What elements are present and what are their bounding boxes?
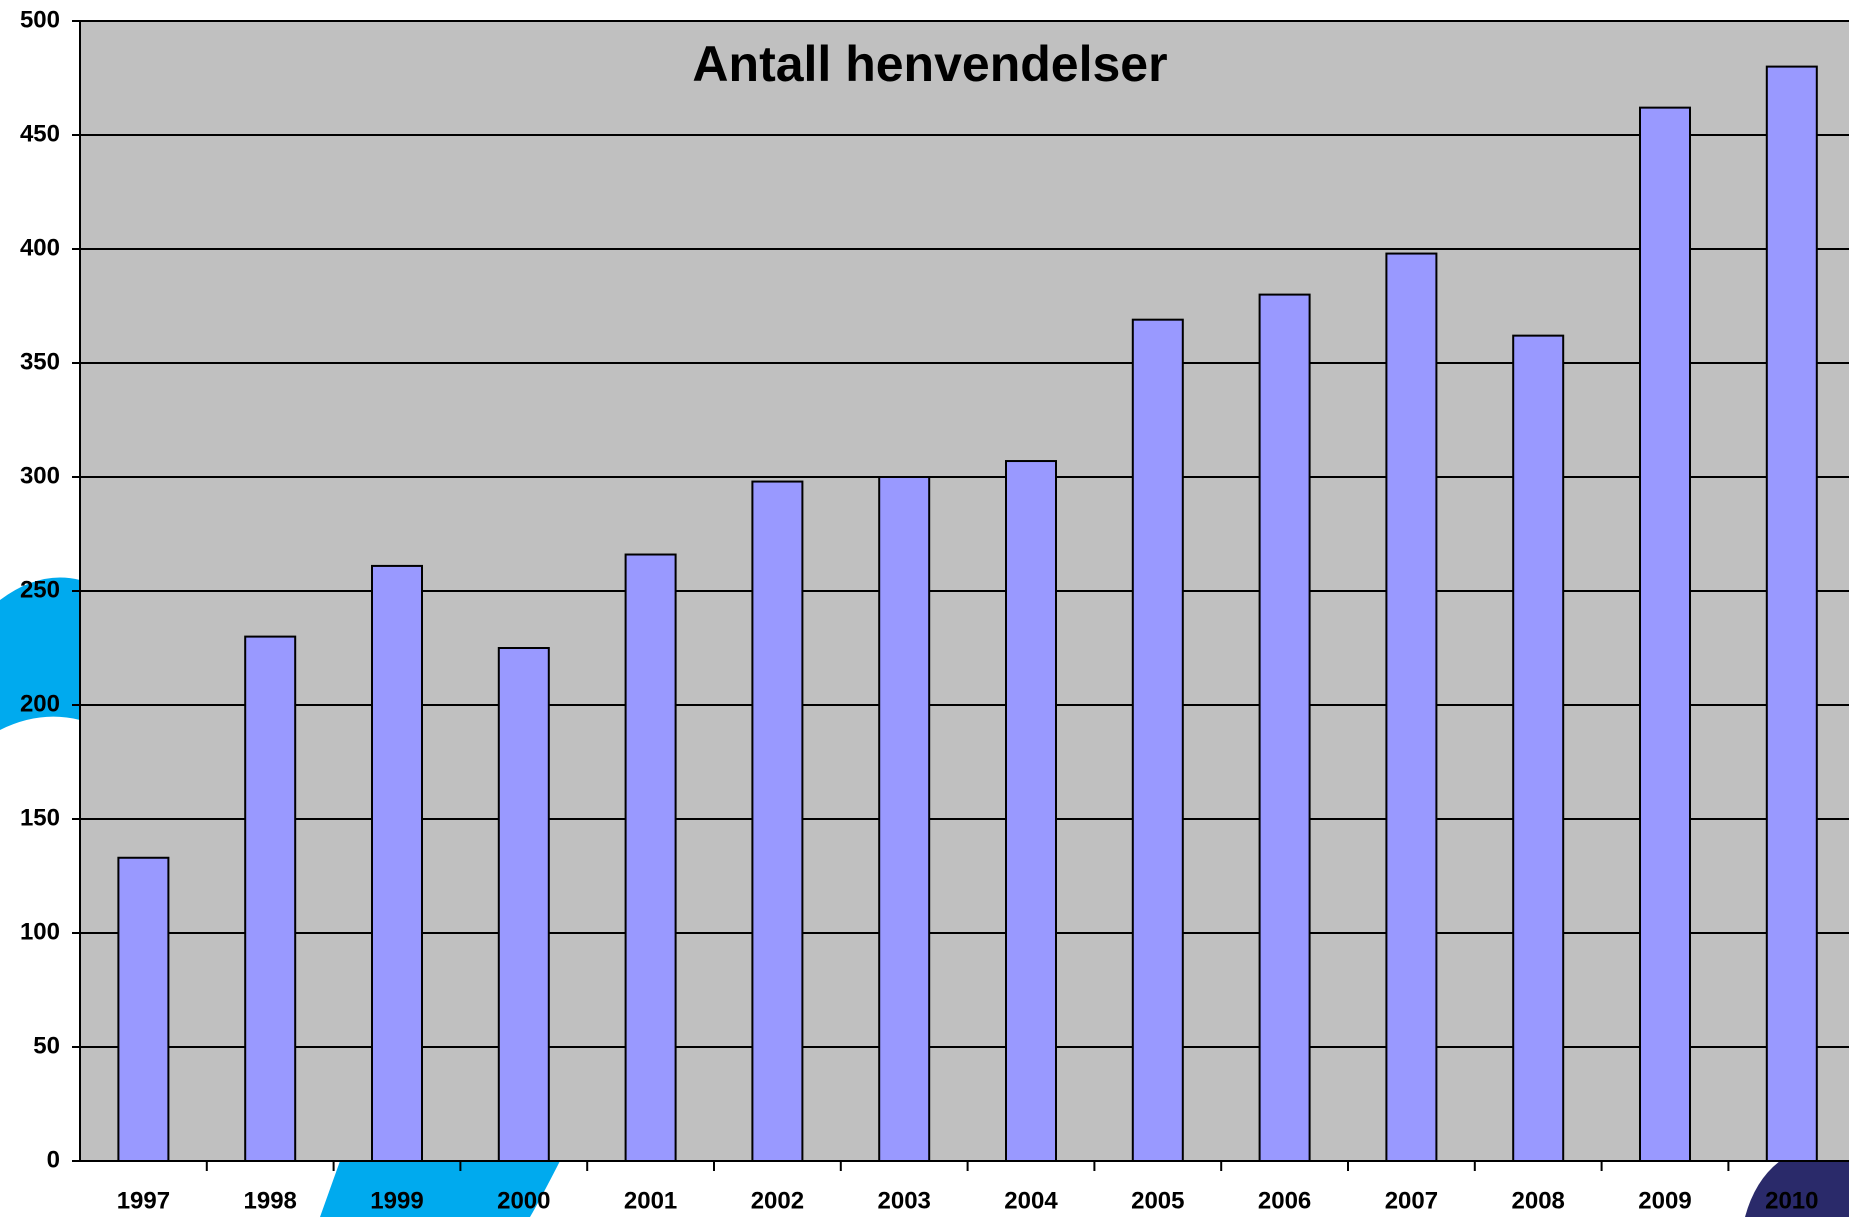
y-tick-label: 100 [20,918,60,945]
y-tick-label: 200 [20,690,60,717]
chart-title: Antall henvendelser [692,36,1167,92]
bar [1513,336,1563,1161]
y-tick-label: 150 [20,804,60,831]
bar [1767,67,1817,1161]
x-tick-label: 2008 [1512,1187,1565,1214]
bar [118,858,168,1161]
y-tick-label: 0 [47,1146,60,1173]
x-tick-label: 2003 [878,1187,931,1214]
x-tick-label: 1999 [370,1187,423,1214]
chart: 0 50 100 150 200 250 300 350 400 450 500 1997 1998 19… [0,0,1849,1217]
x-tick-label: 1997 [117,1187,170,1214]
y-tick-label: 500 [20,6,60,33]
bar [372,566,422,1161]
x-tick-label: 2000 [497,1187,550,1214]
y-tick-label: 350 [20,348,60,375]
y-tick-label: 50 [33,1032,60,1059]
x-tick-label: 2007 [1385,1187,1438,1214]
x-tick-label: 2006 [1258,1187,1311,1214]
bar [499,648,549,1161]
bar [1260,295,1310,1161]
y-tick-label: 400 [20,234,60,261]
bar [752,482,802,1161]
x-tick-label: 2001 [624,1187,677,1214]
bar [626,555,676,1161]
x-tick-label: 2004 [1004,1187,1058,1214]
y-tick-label: 450 [20,120,60,147]
bar [1640,108,1690,1161]
y-tick-label: 250 [20,576,60,603]
x-tick-label: 2009 [1638,1187,1691,1214]
bar [1133,320,1183,1161]
x-tick-label: 2010 [1765,1187,1818,1214]
y-tick-label: 300 [20,462,60,489]
bar [245,637,295,1161]
bar [1386,254,1436,1161]
bar [879,477,929,1161]
x-tick-label: 1998 [244,1187,297,1214]
bar [1006,461,1056,1161]
x-tick-label: 2002 [751,1187,804,1214]
x-tick-label: 2005 [1131,1187,1184,1214]
